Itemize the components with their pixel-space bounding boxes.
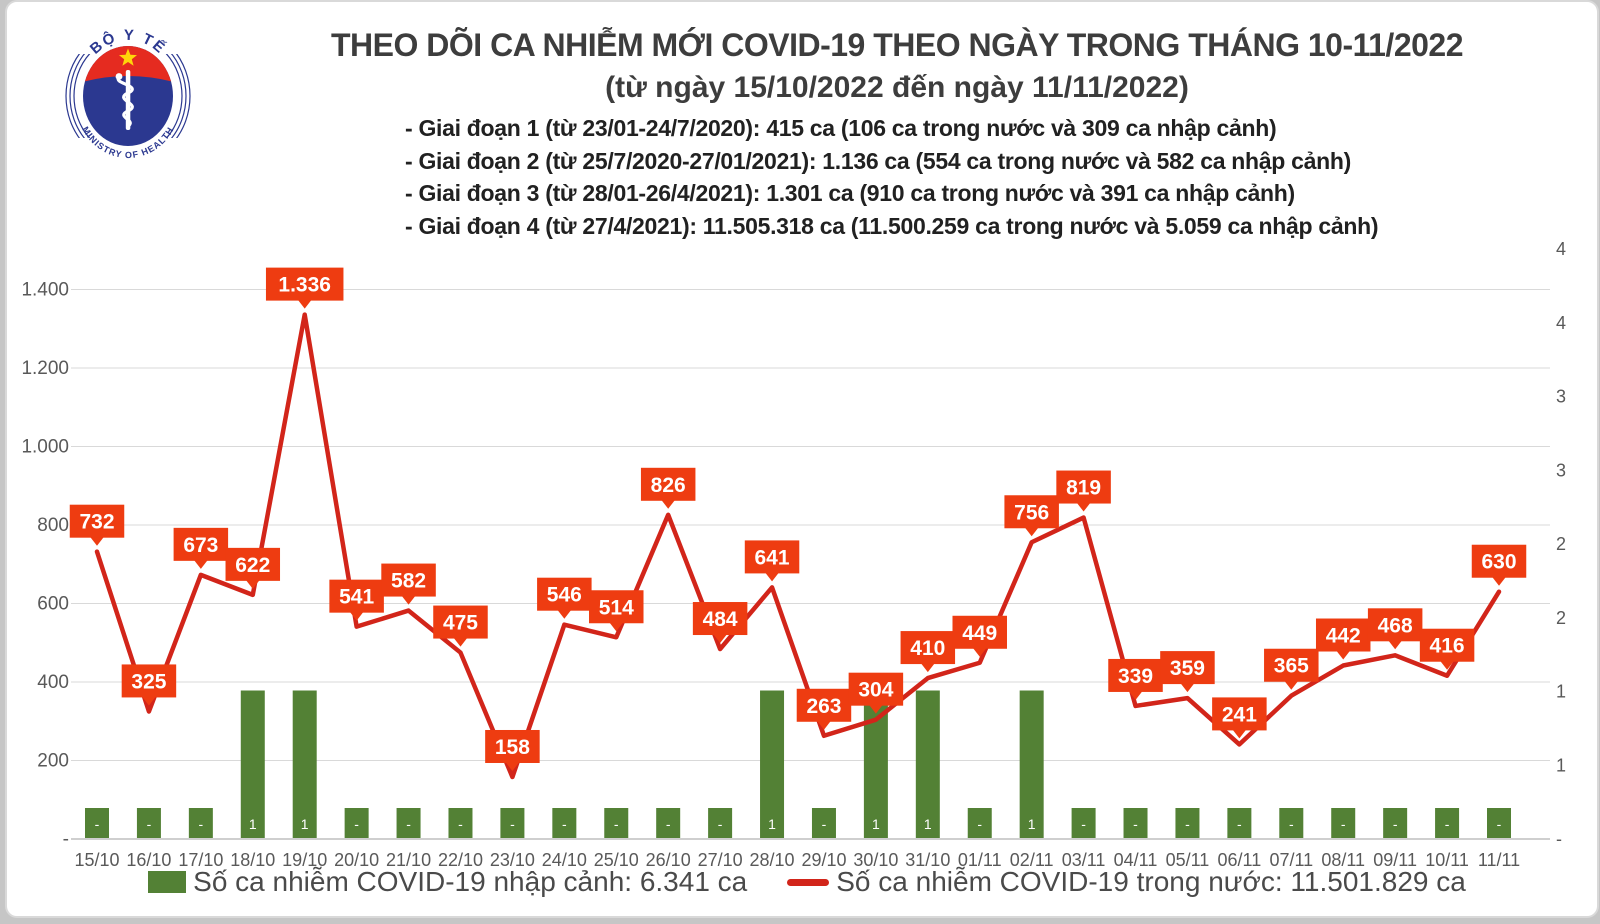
domestic-line-swatch (787, 879, 829, 886)
legend-item-imported: Số ca nhiễm COVID-19 nhập cảnh: 6.341 ca (148, 866, 747, 898)
data-callout-value: 339 (1118, 665, 1153, 688)
data-callout-value: 304 (858, 679, 893, 702)
data-callout-value: 630 (1481, 551, 1516, 574)
data-callout-pointer (90, 537, 104, 546)
data-callout-pointer (765, 572, 779, 581)
secondary-axis-tick-label: 2 (1556, 534, 1566, 554)
imported-cases-bar-label: 1 (872, 816, 880, 832)
imported-cases-bar-label: - (822, 816, 827, 832)
data-callout-pointer (1284, 681, 1298, 690)
data-callout-pointer (1025, 527, 1039, 536)
data-callout-value: 819 (1066, 477, 1101, 500)
data-callout-value: 484 (703, 608, 738, 631)
data-callout-pointer (1492, 577, 1506, 586)
data-callout-value: 641 (755, 546, 790, 569)
secondary-axis-tick-label: - (1556, 829, 1562, 849)
imported-cases-bar-label: - (1185, 816, 1190, 832)
data-callout-value: 475 (443, 612, 478, 635)
imported-cases-bar-label: - (147, 816, 152, 832)
imported-cases-bar-label: 1 (1028, 816, 1036, 832)
imported-cases-bar-label: - (666, 816, 671, 832)
data-callout-pointer (246, 580, 260, 589)
data-callout-value: 442 (1326, 625, 1361, 648)
data-callout-value: 365 (1274, 655, 1309, 678)
covid-combo-chart: - 200 400 600 800 1.000 1.200 1.400 - 1 1 2 2 3 3 4 4 - - -… (7, 2, 1600, 924)
secondary-axis-tick-label: 1 (1556, 755, 1566, 775)
primary-axis-tick-label: 1.000 (21, 437, 69, 458)
imported-cases-bar-label: - (199, 816, 204, 832)
data-callout-value: 416 (1430, 635, 1465, 658)
data-callout-pointer (194, 560, 208, 569)
data-callout-pointer (661, 500, 675, 509)
chart-legend: Số ca nhiễm COVID-19 nhập cảnh: 6.341 ca… (7, 866, 1600, 898)
imported-cases-bar-label: - (1133, 816, 1138, 832)
primary-axis-tick-label: 400 (37, 672, 69, 693)
imported-cases-bar-label: - (510, 816, 515, 832)
imported-cases-bar-label: 1 (768, 816, 776, 832)
data-callout-pointer (298, 300, 312, 309)
data-callout-value: 514 (599, 596, 634, 619)
legend-label-domestic: Số ca nhiễm COVID-19 trong nước: 11.501.… (836, 866, 1466, 898)
primary-axis-tick-label: - (63, 829, 69, 850)
imported-cases-bar-label: 1 (249, 816, 257, 832)
data-callout-value: 541 (339, 586, 374, 609)
imported-bar-swatch (148, 871, 186, 893)
data-callout-pointer (921, 663, 935, 672)
data-callout-pointer (557, 610, 571, 619)
primary-axis-tick-label: 200 (37, 751, 69, 772)
data-callout-pointer (350, 612, 364, 621)
data-callout-value: 449 (962, 622, 997, 645)
imported-cases-bar-label: - (1341, 816, 1346, 832)
data-callout-value: 673 (183, 534, 218, 557)
data-callout-pointer (1388, 640, 1402, 649)
data-callout-pointer (1077, 503, 1091, 512)
primary-axis-tick-label: 600 (37, 594, 69, 615)
imported-cases-bar-label: - (1289, 816, 1294, 832)
imported-cases-bar-label: - (1081, 816, 1086, 832)
data-callout-value: 582 (391, 570, 426, 593)
data-callout-value: 756 (1014, 501, 1049, 524)
data-callout-pointer (1180, 683, 1194, 692)
imported-cases-bar-label: - (1237, 816, 1242, 832)
imported-cases-bar-label: - (95, 816, 100, 832)
data-callout-value: 359 (1170, 657, 1205, 680)
imported-cases-bar-label: - (1393, 816, 1398, 832)
data-callout-value: 468 (1378, 614, 1413, 637)
primary-axis-tick-label: 1.200 (21, 358, 69, 379)
imported-cases-bar-label: - (1445, 816, 1450, 832)
legend-label-imported: Số ca nhiễm COVID-19 nhập cảnh: 6.341 ca (193, 866, 747, 898)
secondary-axis-tick-label: 3 (1556, 460, 1566, 480)
data-callout-value: 241 (1222, 703, 1257, 726)
data-callout-value: 622 (235, 554, 270, 577)
data-callout-value: 1.336 (278, 274, 331, 297)
imported-cases-bar-label: - (354, 816, 359, 832)
primary-axis-tick-label: 1.400 (21, 280, 69, 301)
data-callout-pointer (1336, 651, 1350, 660)
imported-cases-bar-label: 1 (301, 816, 309, 832)
secondary-axis-tick-label: 1 (1556, 682, 1566, 702)
data-callout-value: 410 (910, 637, 945, 660)
chart-panel: BỘ Y TẾ MINISTRY OF HEALTH THEO DÕI CA N… (5, 0, 1599, 918)
data-callout-pointer (453, 638, 467, 647)
secondary-axis-tick-label: 4 (1556, 313, 1566, 333)
primary-axis-tick-label: 800 (37, 515, 69, 536)
legend-item-domestic: Số ca nhiễm COVID-19 trong nước: 11.501.… (787, 866, 1466, 898)
imported-cases-bar-label: - (406, 816, 411, 832)
imported-cases-bar-label: - (614, 816, 619, 832)
imported-cases-bar-label: - (977, 816, 982, 832)
imported-cases-bar-label: - (458, 816, 463, 832)
data-callout-value: 546 (547, 584, 582, 607)
secondary-axis-tick-label: 2 (1556, 608, 1566, 628)
imported-cases-bar-label: - (718, 816, 723, 832)
imported-cases-bar-label: - (1497, 816, 1502, 832)
data-callout-value: 826 (651, 474, 686, 497)
data-callout-value: 732 (79, 511, 114, 534)
imported-cases-bar-label: - (562, 816, 567, 832)
secondary-axis-tick-label: 3 (1556, 387, 1566, 407)
data-callout-value: 325 (131, 670, 166, 693)
secondary-axis-tick-label: 4 (1556, 239, 1566, 259)
imported-cases-bar-label: 1 (924, 816, 932, 832)
data-callout-value: 158 (495, 736, 530, 759)
data-callout-value: 263 (806, 695, 841, 718)
